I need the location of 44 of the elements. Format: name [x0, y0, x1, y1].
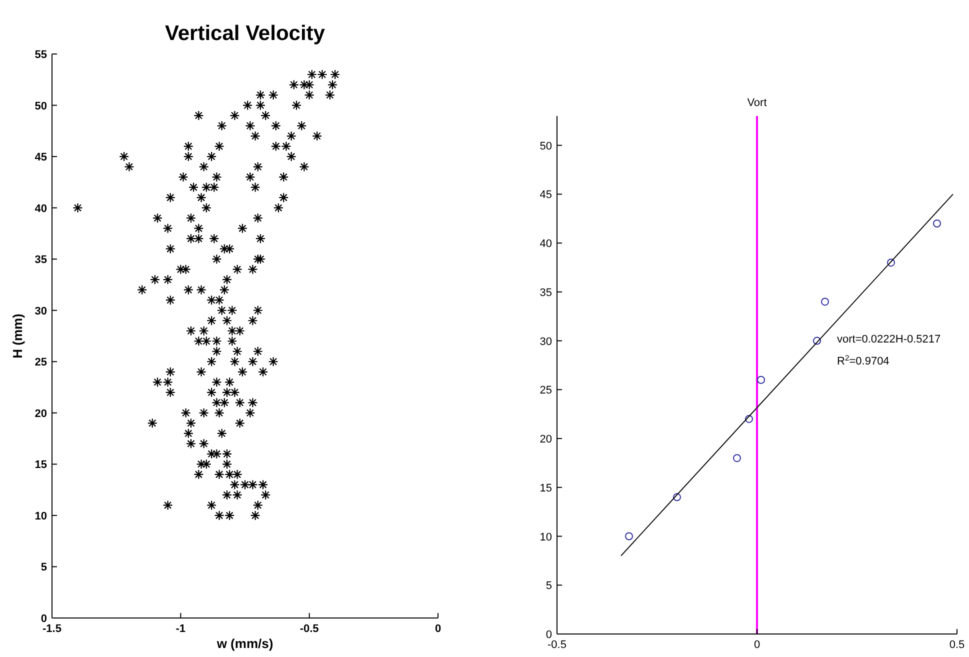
point	[745, 414, 753, 423]
point	[733, 454, 741, 462]
y-tick-label: 35	[34, 254, 47, 266]
point	[887, 258, 895, 267]
x-tick-label: -1	[176, 623, 186, 635]
x-tick-label: 0.5	[949, 639, 965, 651]
x-tick-label: 0	[754, 639, 760, 651]
x-tick-label: -1.5	[42, 623, 62, 635]
point	[673, 493, 681, 502]
y-tick-label: 20	[540, 434, 552, 446]
x-tick-label: -0.5	[300, 623, 319, 635]
point	[933, 220, 941, 228]
annotation: vort=0.0222H-0.5217	[837, 334, 941, 346]
point	[821, 298, 829, 306]
y-tick-label: 5	[40, 562, 47, 574]
y-tick-label: 40	[34, 202, 47, 215]
y-tick-label: 10	[34, 510, 47, 522]
y-tick-label: 55	[34, 49, 47, 61]
y-tick-label: 30	[34, 305, 47, 318]
y-tick-label: 25	[34, 356, 47, 369]
point	[757, 376, 765, 384]
x-tick-label: -0.5	[548, 639, 566, 651]
y-tick-label: 50	[540, 140, 552, 152]
y-tick-label: 30	[540, 336, 552, 348]
y-tick-label: 15	[540, 482, 552, 494]
y-tick-label: 50	[34, 100, 47, 112]
point	[813, 336, 821, 345]
point	[625, 532, 633, 540]
y-tick-label: 45	[540, 189, 552, 202]
chart-title: Vort	[747, 97, 767, 109]
y-axis-title: H (mm)	[10, 314, 25, 358]
chart-title: Vertical Velocity	[165, 22, 326, 45]
y-tick-label: 15	[34, 459, 47, 472]
x-tick-label: 0	[434, 623, 442, 635]
x-axis-title: w (mm/s)	[216, 636, 274, 651]
y-tick-label: 25	[540, 384, 552, 397]
y-tick-label: 5	[546, 580, 552, 592]
y-tick-label: 10	[540, 531, 552, 544]
y-tick-label: 20	[34, 408, 47, 420]
y-tick-label: 0	[40, 613, 47, 625]
y-tick-label: 45	[34, 152, 47, 164]
annotation: R$^{2}$=0.9704	[837, 353, 890, 368]
y-tick-label: 40	[540, 238, 552, 250]
y-tick-label: 35	[540, 286, 552, 299]
